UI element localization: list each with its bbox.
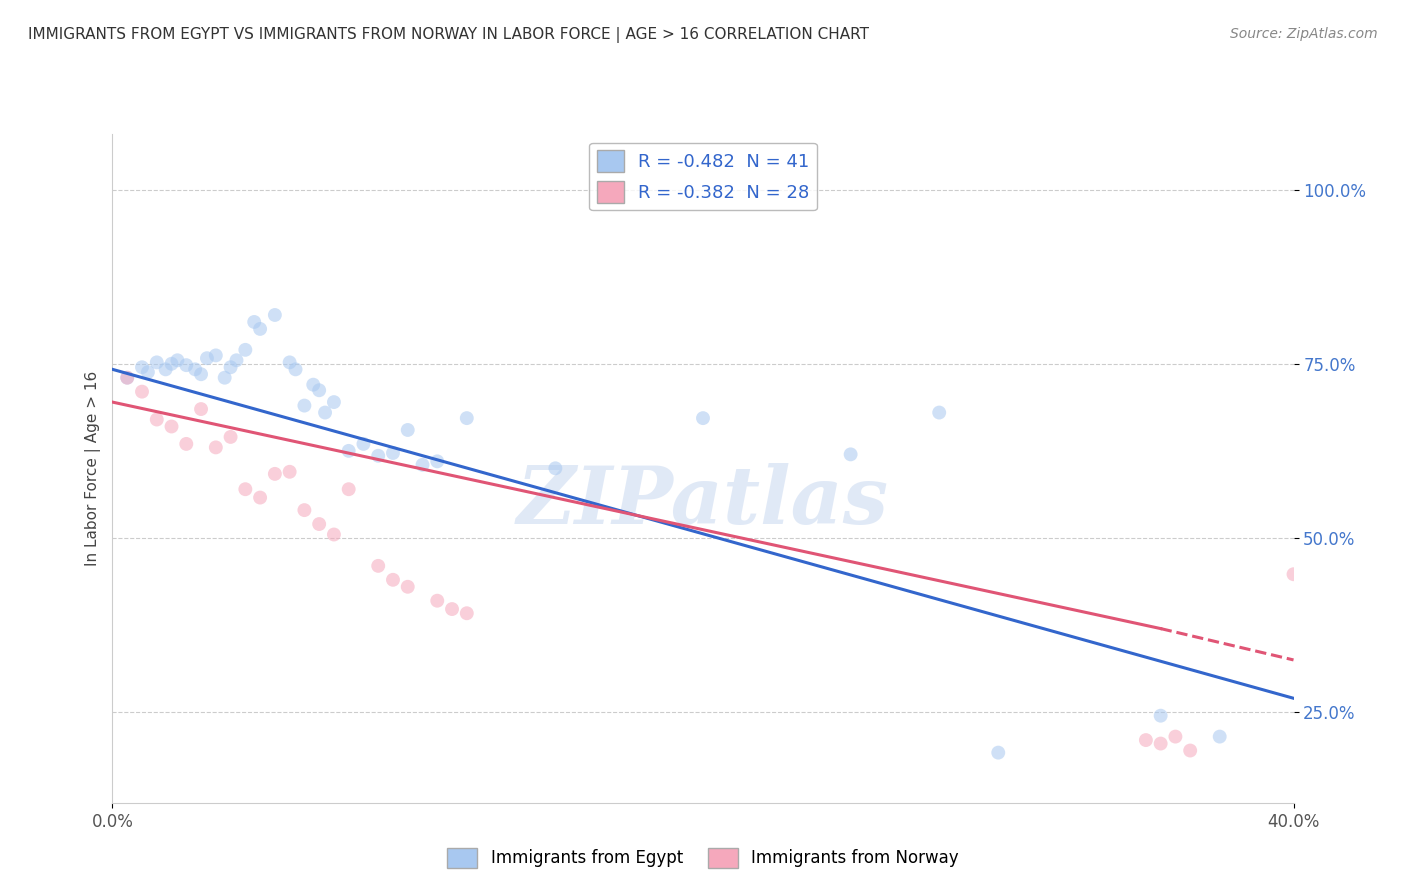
Point <box>117 370 138 384</box>
Point <box>1298 558 1320 573</box>
Point <box>928 406 950 420</box>
Point <box>174 437 197 451</box>
Point <box>302 377 325 392</box>
Point <box>233 482 256 496</box>
Point <box>426 454 449 468</box>
Point <box>190 402 212 417</box>
Point <box>692 411 714 425</box>
Point <box>367 558 389 573</box>
Point <box>337 443 360 458</box>
Point <box>382 446 405 460</box>
Point <box>205 348 228 362</box>
Point <box>219 430 242 444</box>
Point <box>456 607 478 621</box>
Point <box>544 461 567 475</box>
Point <box>136 365 159 379</box>
Point <box>146 412 169 426</box>
Point <box>184 362 207 376</box>
Point <box>243 315 266 329</box>
Point <box>1150 708 1173 723</box>
Point <box>146 355 169 369</box>
Legend: R = -0.482  N = 41, R = -0.382  N = 28: R = -0.482 N = 41, R = -0.382 N = 28 <box>589 143 817 211</box>
Point <box>382 573 405 587</box>
Point <box>166 353 188 368</box>
Point <box>264 467 287 481</box>
Point <box>1164 730 1187 744</box>
Point <box>323 527 346 541</box>
Point <box>396 423 419 437</box>
Point <box>426 593 449 607</box>
Point <box>1135 733 1157 747</box>
Point <box>131 360 153 375</box>
Point <box>233 343 256 357</box>
Y-axis label: In Labor Force | Age > 16: In Labor Force | Age > 16 <box>86 371 101 566</box>
Point <box>308 384 330 398</box>
Point <box>225 353 247 368</box>
Point <box>219 360 242 375</box>
Point <box>205 441 228 455</box>
Point <box>278 355 301 369</box>
Point <box>314 406 336 420</box>
Point <box>155 362 177 376</box>
Point <box>323 395 346 409</box>
Point <box>264 308 287 322</box>
Point <box>117 370 138 384</box>
Point <box>278 465 301 479</box>
Point <box>249 322 271 336</box>
Point <box>160 357 183 371</box>
Point <box>456 411 478 425</box>
Point <box>1282 567 1305 582</box>
Point <box>160 419 183 434</box>
Text: ZIPatlas: ZIPatlas <box>517 463 889 541</box>
Point <box>190 368 212 382</box>
Point <box>308 517 330 532</box>
Point <box>441 602 464 616</box>
Point <box>195 351 218 366</box>
Point <box>411 458 433 472</box>
Point <box>987 746 1010 760</box>
Point <box>214 370 236 384</box>
Point <box>292 399 315 413</box>
Point <box>367 449 389 463</box>
Point <box>1208 730 1232 744</box>
Point <box>1150 737 1173 751</box>
Text: Source: ZipAtlas.com: Source: ZipAtlas.com <box>1230 27 1378 41</box>
Point <box>396 580 419 594</box>
Point <box>249 491 271 505</box>
Point <box>174 358 197 372</box>
Point <box>1178 743 1201 757</box>
Point <box>284 362 307 376</box>
Point <box>131 384 153 399</box>
Point <box>839 447 862 461</box>
Text: IMMIGRANTS FROM EGYPT VS IMMIGRANTS FROM NORWAY IN LABOR FORCE | AGE > 16 CORREL: IMMIGRANTS FROM EGYPT VS IMMIGRANTS FROM… <box>28 27 869 43</box>
Legend: Immigrants from Egypt, Immigrants from Norway: Immigrants from Egypt, Immigrants from N… <box>440 841 966 875</box>
Point <box>337 482 360 496</box>
Point <box>352 437 374 451</box>
Point <box>292 503 315 517</box>
